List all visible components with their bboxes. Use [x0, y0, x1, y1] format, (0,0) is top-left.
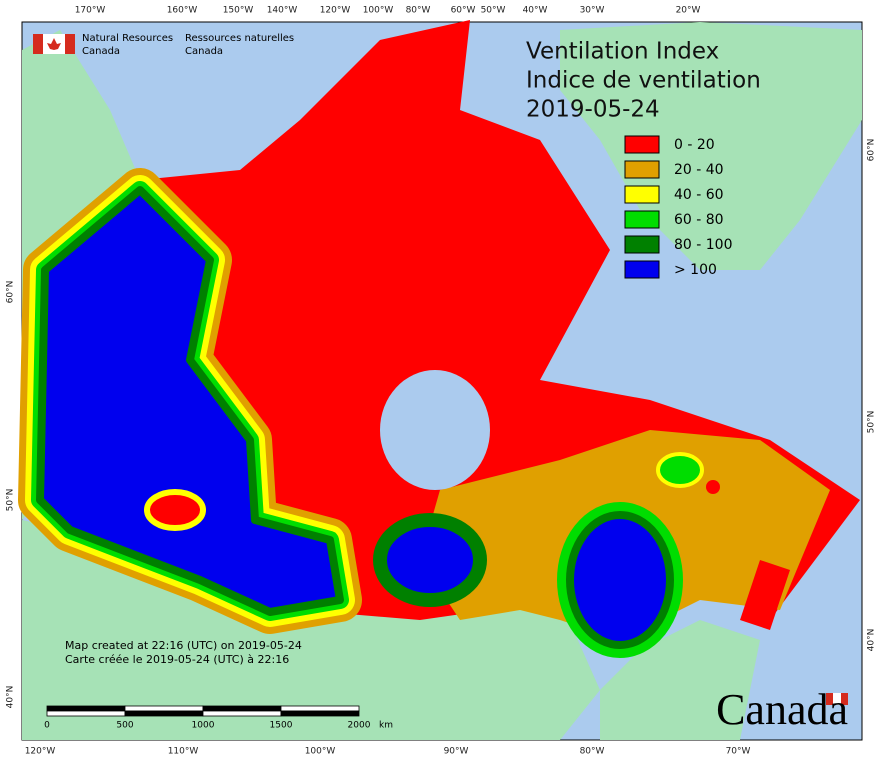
nrcan-logo: [33, 34, 75, 54]
longitude-label: 100°W: [363, 6, 394, 16]
scale-segment: [46, 710, 126, 717]
scale-segment: [124, 710, 204, 717]
legend-swatch: [624, 260, 660, 279]
longitude-label: 80°W: [580, 747, 605, 757]
longitude-label: 120°W: [25, 747, 56, 757]
scale-label: 2000: [348, 721, 371, 731]
latitude-label: 40°N: [6, 686, 16, 709]
legend-label: > 100: [674, 262, 717, 278]
longitude-label: 50°W: [481, 6, 506, 16]
longitude-label: 120°W: [320, 6, 351, 16]
legend-swatch: [624, 135, 660, 154]
longitude-label: 100°W: [305, 747, 336, 757]
longitude-label: 20°W: [676, 6, 701, 16]
scale-label: 1500: [270, 721, 293, 731]
scale-unit: km: [379, 721, 393, 731]
scale-segment: [280, 705, 360, 712]
scale-label: 0: [44, 721, 50, 731]
longitude-label: 160°W: [167, 6, 198, 16]
map-title: Ventilation Index: [526, 39, 719, 65]
legend-label: 20 - 40: [674, 162, 724, 178]
scale-label: 500: [116, 721, 133, 731]
map-note: Map created at 22:16 (UTC) on 2019-05-24: [65, 639, 302, 652]
longitude-label: 80°W: [406, 6, 431, 16]
map-title: Indice de ventilation: [526, 68, 761, 94]
latitude-label: 60°N: [6, 281, 16, 304]
longitude-label: 90°W: [444, 747, 469, 757]
canada-wordmark-flag: [826, 693, 848, 705]
legend-label: 60 - 80: [674, 212, 724, 228]
map-note: Carte créée le 2019-05-24 (UTC) à 22:16: [65, 653, 289, 666]
agency-en: Natural Resources: [82, 33, 173, 44]
longitude-label: 70°W: [726, 747, 751, 757]
latitude-label: 50°N: [6, 489, 16, 512]
latitude-label: 50°N: [867, 411, 877, 434]
legend-label: 0 - 20: [674, 137, 715, 153]
longitude-label: 140°W: [267, 6, 298, 16]
scale-segment: [202, 705, 282, 712]
map-title: 2019-05-24: [526, 97, 660, 123]
canada-wordmark: Canada: [716, 685, 848, 734]
scale-label: 1000: [192, 721, 215, 731]
legend-label: 40 - 60: [674, 187, 724, 203]
latitude-label: 40°N: [867, 629, 877, 652]
legend-swatch: [624, 160, 660, 179]
longitude-label: 40°W: [523, 6, 548, 16]
agency-fr: Canada: [185, 46, 223, 57]
longitude-label: 110°W: [168, 747, 199, 757]
longitude-label: 30°W: [580, 6, 605, 16]
scale-segment: [280, 710, 360, 717]
legend-swatch: [624, 210, 660, 229]
longitude-label: 60°W: [451, 6, 476, 16]
legend-label: 80 - 100: [674, 237, 733, 253]
agency-fr: Ressources naturelles: [185, 33, 294, 44]
legend-swatch: [624, 235, 660, 254]
longitude-label: 170°W: [75, 6, 106, 16]
index-regions: [18, 20, 860, 658]
scale-segment: [202, 710, 282, 717]
latitude-label: 60°N: [867, 139, 877, 162]
agency-en: Canada: [82, 46, 120, 57]
scale-segment: [46, 705, 126, 712]
legend-swatch: [624, 185, 660, 204]
longitude-label: 150°W: [223, 6, 254, 16]
scale-segment: [124, 705, 204, 712]
